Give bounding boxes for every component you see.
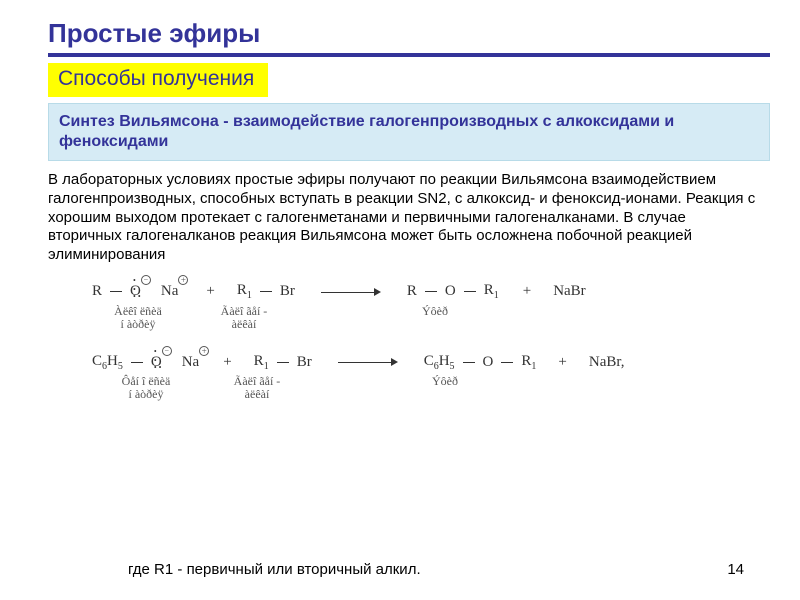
bond-icon [501, 362, 513, 363]
bond-icon [464, 291, 476, 292]
species-phenyl: C6H5 [92, 353, 123, 372]
plus-sign: + [206, 283, 214, 300]
label-c: Ýôèð [400, 305, 470, 318]
reaction-2: C6H5 • • O •• − Na + + R1 Br [92, 351, 760, 401]
page-number: 14 [727, 561, 744, 578]
label-a1: Àëêî ëñèä [92, 305, 184, 318]
bond-icon [425, 291, 437, 292]
product-phenyl: C6H5 [424, 353, 455, 372]
label-b2: àëêàí [200, 388, 314, 401]
bond-icon [277, 362, 289, 363]
sodium-cation: Na + [182, 354, 200, 371]
plus-sign: + [223, 354, 231, 371]
bond-icon [260, 291, 272, 292]
product-r1: R1 [484, 282, 499, 301]
reaction-1-labels: Àëêî ëñèä í àòðèÿ Ãàëî ãåí - àëêàí Ýôèð [92, 305, 760, 331]
bond-icon [463, 362, 475, 363]
label-b2: àëêàí [184, 318, 304, 331]
species-r: R [92, 283, 102, 300]
byproduct: NaBr [553, 283, 586, 300]
page-title: Простые эфиры [48, 18, 760, 49]
section-heading: Способы получения [48, 63, 268, 97]
reaction-1-equation: R • • O •• − Na + + R1 Br [92, 281, 760, 303]
species-r1: R1 [237, 282, 252, 301]
title-underline [48, 53, 770, 57]
bond-icon [131, 362, 143, 363]
product-o: O [483, 354, 494, 371]
label-a2: í àòðèÿ [92, 318, 184, 331]
product-r1: R1 [521, 353, 536, 372]
na-symbol: Na [182, 354, 200, 370]
byproduct: NaBr, [589, 354, 625, 371]
species-br: Br [280, 283, 295, 300]
plus-sign: + [523, 283, 531, 300]
product-o: O [445, 283, 456, 300]
label-b1: Ãàëî ãåí - [184, 305, 304, 318]
sodium-cation: Na + [161, 283, 179, 300]
label-c: Ýôèð [410, 375, 480, 388]
species-r1: R1 [254, 353, 269, 372]
reaction-2-labels: Ôåí î ëñèä í àòðèÿ Ãàëî ãåí - àëêàí Ýôèð [92, 375, 760, 401]
na-symbol: Na [161, 283, 179, 299]
oxygen-anion: • • O •• − [130, 283, 141, 300]
body-paragraph: В лабораторных условиях простые эфиры по… [48, 171, 760, 265]
footer-note: где R1 - первичный или вторичный алкил. [128, 561, 421, 578]
subtitle-box: Синтез Вильямсона - взаимодействие галог… [48, 103, 770, 161]
product-r: R [407, 283, 417, 300]
reaction-2-equation: C6H5 • • O •• − Na + + R1 Br [92, 351, 760, 373]
plus-sign: + [558, 354, 566, 371]
reaction-arrow-icon [338, 357, 402, 367]
oxygen-anion: • • O •• − [151, 354, 162, 371]
slide: Простые эфиры Способы получения Синтез В… [0, 0, 800, 600]
reaction-1: R • • O •• − Na + + R1 Br [92, 281, 760, 331]
species-br: Br [297, 354, 312, 371]
bond-icon [110, 291, 122, 292]
label-a2: í àòðèÿ [92, 388, 200, 401]
reactions-block: R • • O •• − Na + + R1 Br [48, 281, 760, 402]
reaction-arrow-icon [321, 287, 385, 297]
